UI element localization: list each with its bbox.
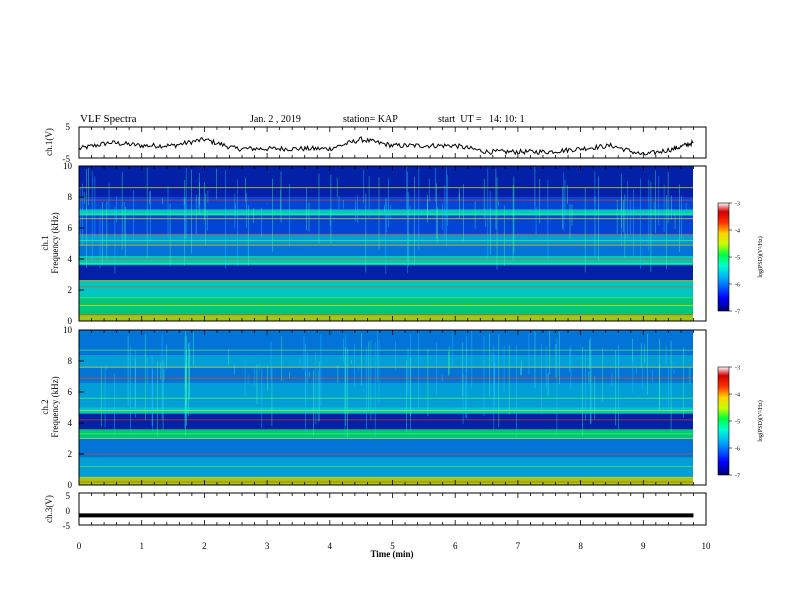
x-tick-label: 6 — [453, 541, 458, 551]
spectrogram-band — [79, 314, 693, 321]
ch1-spectrogram-panel: 0 2 4 6 8 10 ch.1 Frequency (kHz) — [40, 161, 707, 326]
spectrogram-ytick-label: 6 — [68, 387, 73, 397]
spectrogram-ytick-label: 0 — [68, 316, 73, 326]
ch3-waveform-frame — [78, 492, 707, 526]
ch1-colorbar: -3 -4 -5 -6 -7 log(PSD)(V²/Hz) — [717, 202, 764, 316]
colorbar-tick-label: -7 — [735, 310, 740, 316]
colorbar-tick-label: -3 — [735, 366, 740, 372]
spectrogram-band — [79, 330, 693, 355]
spectrogram-ytick-label: 0 — [68, 480, 73, 490]
colorbar-tick-label: -3 — [735, 202, 740, 208]
x-tick-label: 8 — [578, 541, 583, 551]
ch3-waveform-panel: 5 0 -5 ch.3(V) — [44, 491, 707, 531]
spectrogram-ytick-label: 4 — [68, 418, 73, 428]
spectrogram-band — [79, 367, 693, 383]
ch2-colorbar-label: log(PSD)(V²/Hz) — [757, 400, 764, 441]
spectrogram-band — [79, 413, 693, 430]
x-axis-label: Time (min) — [370, 549, 413, 559]
ch3-ytick-mid: 0 — [66, 506, 71, 516]
ch2-spectrogram-ylabel-b: Frequency (kHz) — [50, 376, 60, 437]
colorbar-tick-label: -5 — [735, 256, 740, 262]
spectrogram-band — [79, 382, 693, 408]
date-label: Jan. 2 , 2019 — [250, 114, 301, 125]
ch1-ytick-top: 5 — [66, 122, 71, 132]
colorbar-tick-label: -4 — [735, 229, 740, 235]
ch3-waveform-ylabel: ch.3(V) — [44, 495, 54, 523]
ch2-colorbar: -3 -4 -5 -6 -7 log(PSD)(V²/Hz) — [717, 366, 764, 480]
spectrogram-band — [79, 354, 693, 368]
x-tick-label: 4 — [328, 541, 333, 551]
spectrogram-band — [79, 166, 693, 197]
spectrogram-band — [79, 457, 693, 478]
ch2-spectrogram-ylabel-a: ch.2 — [40, 399, 50, 414]
x-tick-label: 5 — [390, 541, 395, 551]
ch2-colorbar-scale — [717, 366, 730, 476]
spectrogram-ytick-label: 6 — [68, 223, 73, 233]
ch2-spectrogram-bands — [79, 330, 693, 485]
spectrogram-ytick-label: 10 — [63, 325, 73, 335]
spectrogram-ytick-label: 8 — [68, 356, 73, 366]
ch1-waveform-ylabel: ch.1(V) — [44, 128, 54, 156]
station-label: station= KAP — [343, 114, 398, 125]
x-tick-label: 0 — [77, 541, 82, 551]
colorbar-tick-label: -4 — [735, 393, 740, 399]
ch1-waveform-line — [78, 136, 694, 156]
ch1-colorbar-scale — [717, 202, 730, 312]
chart-title: VLF Spectra — [80, 113, 137, 125]
ch1-spectrogram-ylabel-b: Frequency (kHz) — [50, 212, 60, 273]
spectrogram-band — [79, 297, 693, 315]
colorbar-tick-label: -7 — [735, 474, 740, 480]
ch1-ytick-bottom: -5 — [63, 154, 71, 164]
ch1-ylabel-channel: ch.1 — [40, 235, 50, 250]
colorbar-tick-label: -5 — [735, 420, 740, 426]
x-tick-label: 10 — [702, 541, 712, 551]
spectrogram-ytick-label: 2 — [68, 285, 73, 295]
colorbar-tick-label: -6 — [735, 283, 740, 289]
ch1-colorbar-label: log(PSD)(V²/Hz) — [757, 236, 764, 277]
x-tick-label: 7 — [516, 541, 521, 551]
x-tick-label: 2 — [202, 541, 207, 551]
spectrogram-band — [79, 438, 693, 458]
x-tick-label: 3 — [265, 541, 270, 551]
spectrogram-ytick-label: 8 — [68, 192, 73, 202]
ch3-ytick-bottom: -5 — [63, 521, 71, 531]
x-tick-label: 9 — [641, 541, 646, 551]
spectrogram-ytick-label: 2 — [68, 449, 73, 459]
colorbar-tick-label: -6 — [735, 447, 740, 453]
ch1-spectrogram-bands — [79, 166, 693, 321]
spectrogram-band — [79, 280, 693, 298]
ch1-spectrogram-ylabel-a: ch.1 — [40, 235, 50, 250]
spectrogram-band — [79, 477, 693, 485]
ch2-spectrogram-panel: 0 2 4 6 8 10 ch.2 Frequency (kHz) — [40, 325, 707, 490]
spectrogram-ytick-label: 4 — [68, 254, 73, 264]
ch1-waveform-panel: 5 -5 ch.1(V) — [44, 122, 707, 164]
start-time-label: start UT = 14: 10: 1 — [438, 114, 525, 125]
x-tick-label: 1 — [139, 541, 144, 551]
spectrogram-ytick-label: 10 — [63, 161, 73, 171]
ch3-ytick-top: 5 — [66, 491, 71, 501]
x-axis: 0 1 2 3 4 5 6 7 8 9 10 — [77, 127, 711, 551]
